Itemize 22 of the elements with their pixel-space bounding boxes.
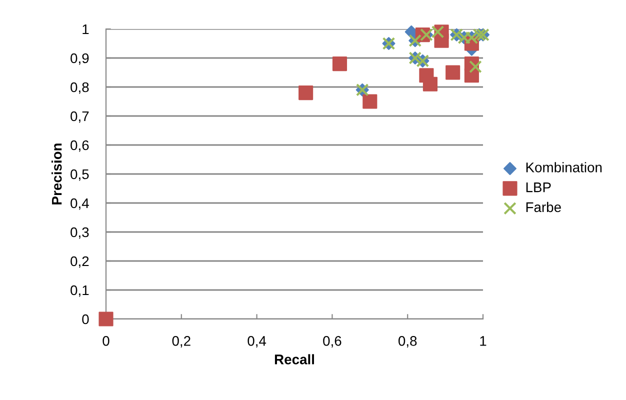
y-tick-label: 1 [82, 24, 89, 34]
y-tick-label: 0,3 [70, 227, 89, 239]
y-tick-label: 0,5 [70, 169, 89, 181]
legend-label: Kombination [526, 162, 602, 172]
x-tick-label: 0,4 [248, 336, 266, 348]
y-tick-label: 0,6 [70, 140, 89, 152]
y-axis-title: Precision [52, 144, 62, 204]
y-tick-label: 0 [82, 314, 89, 324]
y-tick-label: 0,9 [70, 53, 89, 65]
y-tick-label: 0,1 [70, 285, 89, 297]
y-tick-label: 0,2 [70, 256, 89, 268]
x-tick-label: 0 [102, 336, 110, 346]
x-tick-label: 0,2 [172, 336, 190, 348]
x-tick-label: 0,8 [398, 336, 417, 348]
y-tick-label: 0,8 [70, 82, 89, 94]
legend-label: Farbe [526, 202, 561, 212]
x-tick-label: 1 [480, 336, 486, 346]
y-tick-label: 0,7 [70, 111, 89, 123]
y-tick-label: 0,4 [70, 198, 89, 210]
x-axis-title: Recall [274, 354, 314, 364]
legend-label: LBP [526, 182, 551, 192]
x-tick-label: 0,6 [323, 336, 342, 348]
